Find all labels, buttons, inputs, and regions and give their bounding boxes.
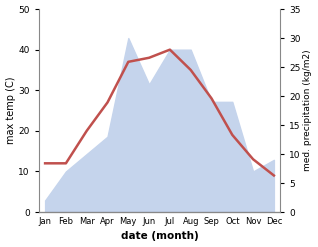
Y-axis label: med. precipitation (kg/m2): med. precipitation (kg/m2) [303,50,313,171]
X-axis label: date (month): date (month) [121,231,198,242]
Y-axis label: max temp (C): max temp (C) [5,77,16,144]
